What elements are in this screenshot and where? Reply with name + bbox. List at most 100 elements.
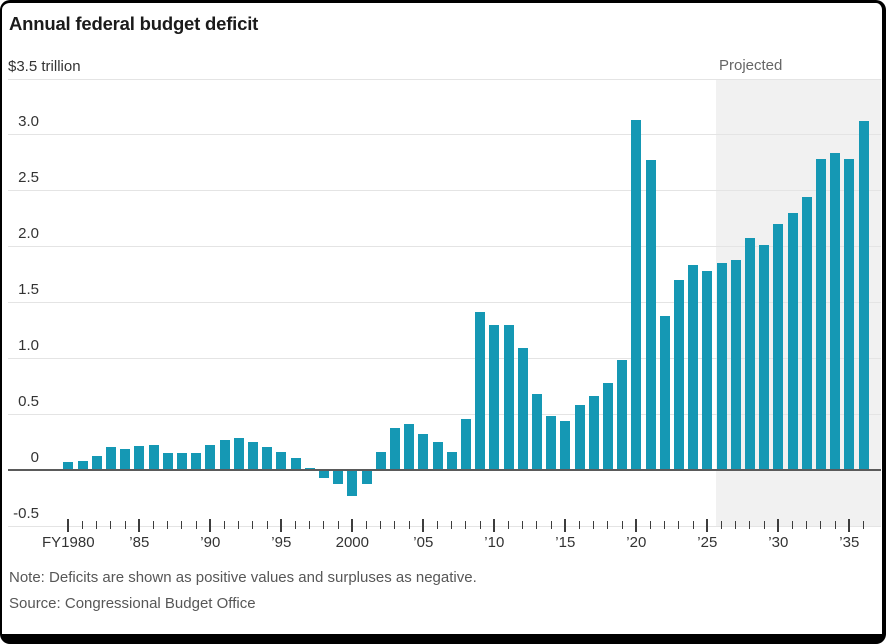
deficit-bar [787, 212, 798, 471]
x-minor-tick [508, 521, 509, 529]
x-major-tick [209, 518, 212, 532]
deficit-bar [191, 452, 202, 471]
deficit-bar [375, 452, 386, 471]
y-tick-label: 0.5 [18, 393, 39, 411]
x-minor-tick [550, 521, 552, 529]
deficit-bar [148, 445, 159, 471]
x-minor-tick [749, 521, 751, 529]
deficit-bar [318, 470, 329, 478]
x-minor-tick [451, 521, 453, 529]
x-tick-label: ’25 [697, 533, 718, 551]
x-minor-tick [153, 521, 154, 529]
deficit-bar [830, 153, 841, 471]
deficit-bar [460, 418, 471, 471]
deficit-bar [389, 427, 400, 471]
x-minor-tick [792, 521, 793, 529]
x-minor-tick [763, 521, 765, 529]
x-minor-tick [82, 521, 83, 529]
x-minor-tick [593, 521, 595, 529]
x-minor-tick [437, 521, 438, 529]
deficit-bar [247, 441, 258, 471]
deficit-bar [290, 458, 301, 471]
x-major-tick [422, 518, 425, 532]
page-title: Annual federal budget deficit [9, 13, 259, 34]
x-tick-label: ’05 [413, 533, 434, 551]
gridline [8, 526, 881, 527]
x-minor-tick [664, 521, 666, 529]
deficit-bar [333, 470, 344, 485]
x-minor-tick [295, 521, 296, 529]
deficit-bar [858, 121, 869, 471]
deficit-bar [602, 382, 613, 471]
deficit-bar [475, 311, 486, 471]
deficit-bar [730, 259, 741, 471]
x-minor-tick [465, 521, 467, 529]
deficit-bar [418, 434, 429, 471]
y-tick-label: 3.0 [18, 113, 39, 131]
x-minor-tick [252, 521, 254, 529]
x-minor-tick [337, 521, 339, 529]
chart-note: Note: Deficits are shown as positive val… [9, 569, 477, 586]
deficit-bar [844, 159, 855, 471]
x-minor-tick [536, 521, 538, 529]
gridline [8, 414, 881, 416]
deficit-bar [702, 271, 713, 471]
y-tick-label: 1.5 [18, 281, 39, 299]
deficit-bar [759, 245, 770, 471]
x-minor-tick [394, 521, 396, 529]
gridline [8, 190, 881, 192]
x-tick-label: ’20 [626, 533, 647, 551]
x-minor-tick [224, 521, 225, 529]
deficit-bar [432, 442, 443, 471]
y-tick-label: 2.5 [18, 169, 39, 187]
x-minor-tick [522, 521, 524, 529]
deficit-bar [801, 197, 812, 471]
x-major-tick [777, 518, 780, 532]
deficit-bar [815, 159, 826, 471]
deficit-bar [773, 223, 784, 471]
gridline [8, 246, 881, 248]
gridline [8, 302, 881, 304]
x-minor-tick [735, 521, 737, 529]
deficit-bar [77, 461, 88, 471]
gridline [8, 134, 881, 136]
x-major-tick [280, 518, 283, 532]
deficit-bar [304, 467, 315, 471]
x-tick-label: ’95 [271, 533, 292, 551]
x-tick-label: ’35 [839, 533, 860, 551]
deficit-bar [531, 394, 542, 471]
x-major-tick [706, 518, 709, 532]
x-minor-tick [408, 521, 410, 529]
gridline [8, 78, 881, 80]
x-major-tick [138, 518, 141, 532]
x-minor-tick [309, 521, 311, 529]
x-minor-tick [96, 521, 98, 529]
x-minor-tick [621, 521, 623, 529]
zero-axis-line [8, 469, 881, 472]
x-minor-tick [366, 521, 367, 529]
chart-source: Source: Congressional Budget Office [9, 595, 256, 612]
x-major-tick [351, 518, 354, 532]
deficit-bar [361, 470, 372, 485]
x-minor-tick [479, 521, 481, 529]
x-minor-tick [721, 521, 722, 529]
x-minor-tick [124, 521, 126, 529]
deficit-bar [347, 470, 358, 497]
y-tick-label: 2.0 [18, 225, 39, 243]
projected-label: Projected [719, 57, 783, 74]
x-minor-tick [380, 521, 382, 529]
deficit-bar [162, 453, 173, 471]
x-tick-label: ’10 [484, 533, 505, 551]
deficit-bar [134, 446, 145, 471]
deficit-bar [233, 437, 244, 471]
deficit-bar [574, 404, 585, 471]
x-tick-label: ’30 [768, 533, 789, 551]
deficit-bar [489, 325, 500, 471]
deficit-bar [588, 395, 599, 471]
x-minor-tick [834, 521, 836, 529]
deficit-bar [517, 348, 528, 471]
deficit-bar [404, 423, 415, 471]
deficit-bar [219, 439, 230, 471]
deficit-bar [503, 324, 514, 471]
